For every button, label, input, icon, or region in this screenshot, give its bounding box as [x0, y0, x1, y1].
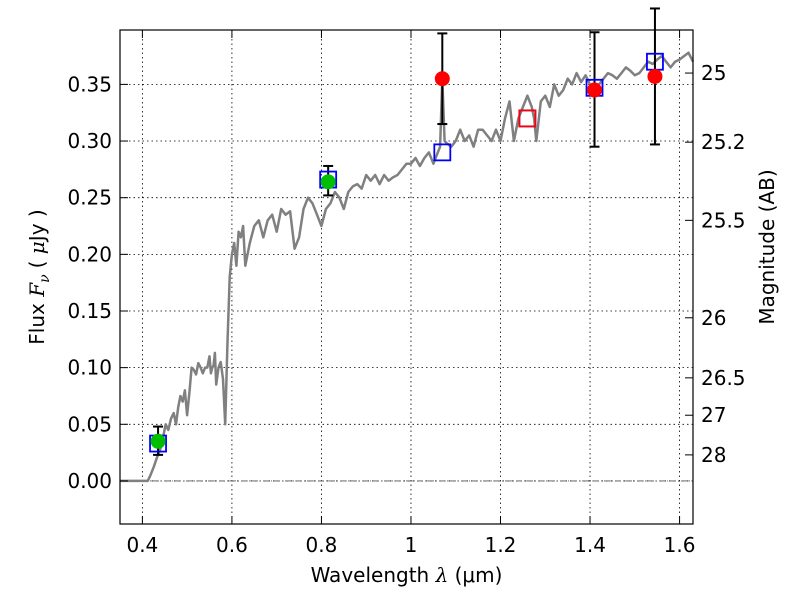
plot-area-frame: [119, 29, 694, 525]
nir-detection-point: [587, 82, 603, 98]
plot-layer: [120, 7, 695, 483]
model-spectrum-line: [120, 51, 695, 483]
x-tick-label: 1.2: [485, 533, 517, 557]
nir-detection-point: [434, 71, 450, 87]
y-axis-title: Flux Fν( μJy ): [25, 209, 53, 344]
x-tick-label: 1.6: [664, 533, 696, 557]
x-axis-title: Wavelength λ (μm): [311, 563, 503, 587]
ticks-layer: 0.4 0.6 0.8 1 1.2 1.4 1.6 0.00 0.05 0.10 0.15 0.20 0…: [67, 30, 746, 557]
y-tick-label: 0.05: [67, 412, 112, 436]
y2-tick-label: 26: [701, 306, 726, 330]
y2-tick-label: 25.5: [701, 208, 746, 232]
y2-tick-label: 26.5: [701, 366, 746, 390]
x-tick-label: 1: [405, 533, 418, 557]
x-tick-label: 0.4: [126, 533, 158, 557]
x-tick-label: 0.6: [216, 533, 248, 557]
y2-tick-label: 25.2: [701, 130, 746, 154]
x-tick-label: 0.8: [306, 533, 338, 557]
optical-detection-point: [320, 174, 336, 190]
optical-detection-point: [150, 433, 166, 449]
x-tick-label: 1.4: [574, 533, 606, 557]
y-tick-label: 0.35: [67, 72, 112, 96]
y-tick-label: 0.00: [67, 469, 112, 493]
model-photometry-square: [433, 143, 452, 162]
secondary-y-axis-title: Magnitude (AB): [755, 169, 779, 324]
y-tick-label: 0.25: [67, 186, 112, 210]
y-tick-label: 0.20: [67, 242, 112, 266]
y2-tick-label: 25: [701, 61, 726, 85]
y-tick-label: 0.30: [67, 129, 112, 153]
grid-layer: [120, 30, 693, 524]
y2-tick-label: 28: [701, 443, 726, 467]
y-tick-label: 0.15: [67, 299, 112, 323]
nir-detection-point: [647, 68, 663, 84]
nir-detection-marker: [518, 109, 537, 128]
y2-tick-label: 27: [701, 403, 726, 427]
y-tick-label: 0.10: [67, 356, 112, 380]
